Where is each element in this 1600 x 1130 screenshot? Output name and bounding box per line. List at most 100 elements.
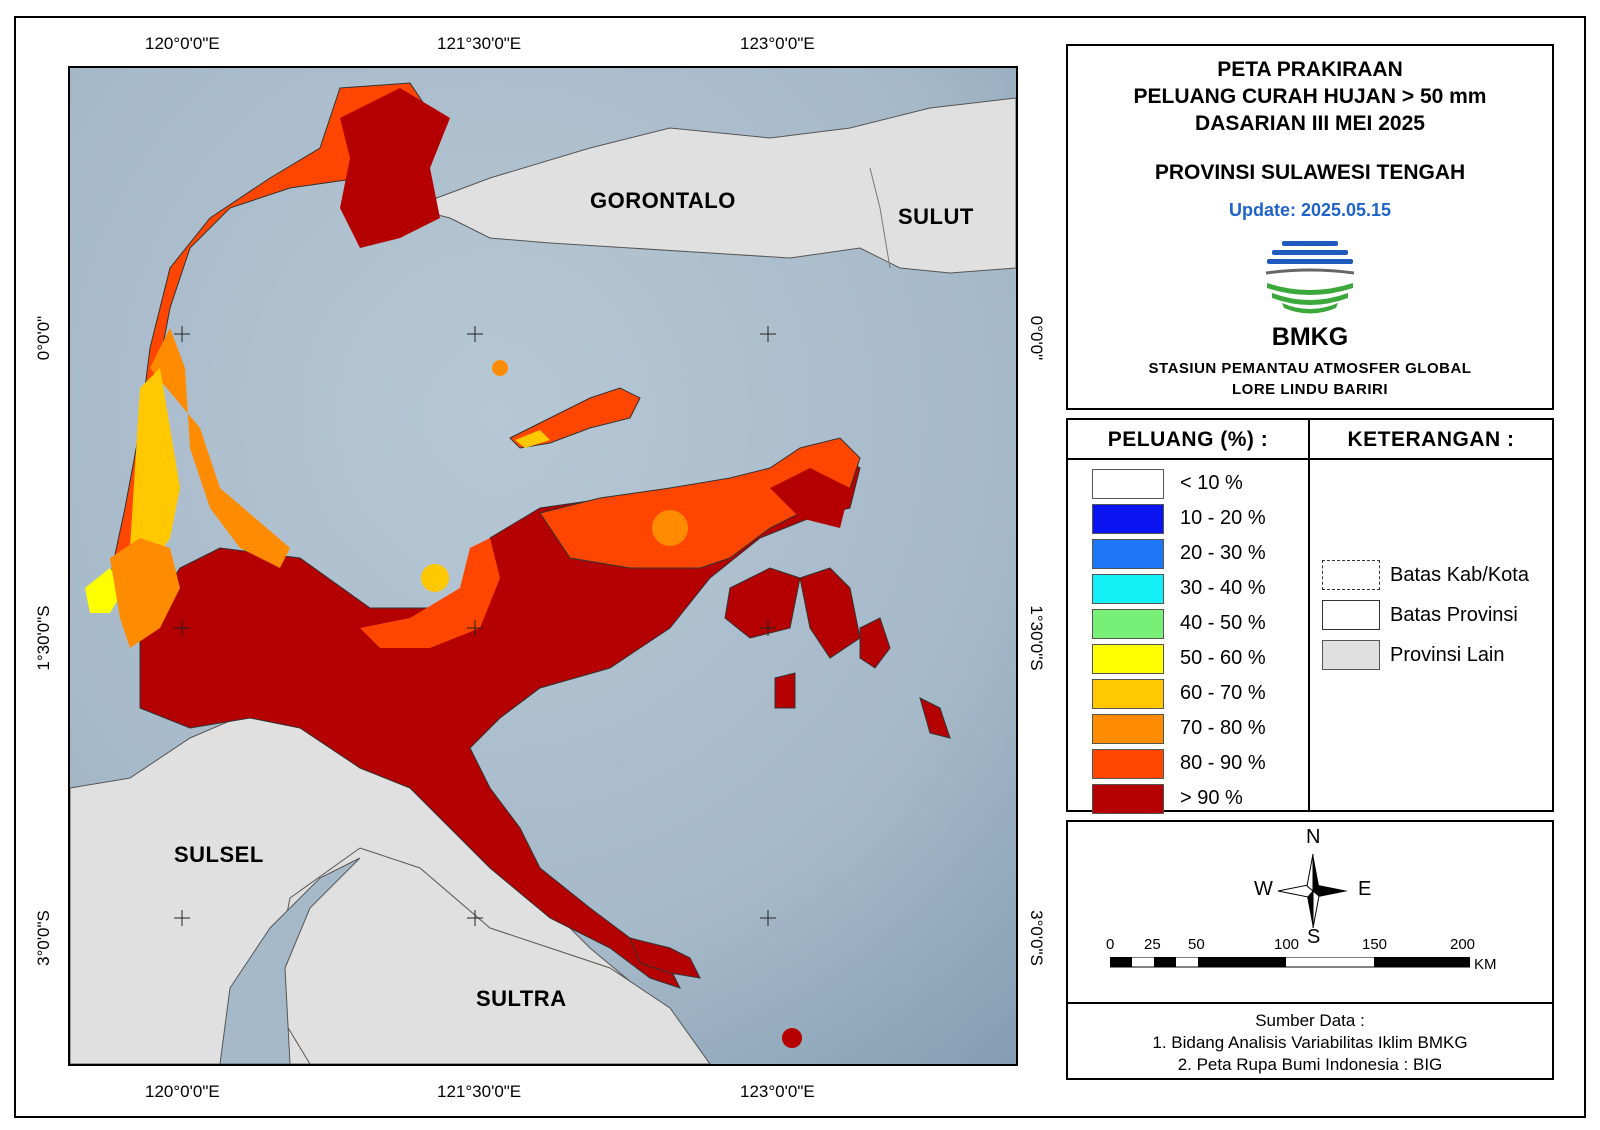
legend-label: 80 - 90 % — [1180, 752, 1266, 774]
coord-left-3: 3°0'0"S — [34, 910, 53, 966]
map-canvas — [70, 68, 1016, 1064]
station-line1: STASIUN PEMANTAU ATMOSFER GLOBAL — [1148, 360, 1472, 377]
coord-right-3: 3°0'0"S — [1027, 910, 1046, 966]
coord-right-2: 1°30'0"S — [1027, 605, 1046, 671]
sulteng-east-arm — [539, 437, 861, 569]
compass-rose-icon: N S W E — [1248, 826, 1378, 948]
east-arm-spot — [652, 510, 688, 546]
legend-label: > 90 % — [1180, 787, 1243, 809]
legend-rows: < 10 % 10 - 20 % 20 - 30 % 30 - 40 % 40 - 50… — [1092, 466, 1266, 816]
scale-tick-150: 150 — [1362, 936, 1388, 953]
banggai-island-5 — [919, 697, 951, 739]
legend-panel: PELUANG (%) : < 10 % 10 - 20 % 20 - 30 % 30… — [1066, 418, 1554, 814]
coord-right-1: 0°0'0" — [1027, 315, 1046, 361]
label-gorontalo: GORONTALO — [590, 188, 736, 213]
scale-unit: KM — [1474, 956, 1497, 973]
map-title-line3: DASARIAN III MEI 2025 — [1195, 112, 1425, 135]
gorontalo-land — [408, 97, 1016, 274]
graticule — [174, 326, 776, 926]
legend-item: 60 - 70 % — [1092, 676, 1266, 711]
legend-swatch — [1092, 573, 1164, 604]
compass-e: E — [1358, 878, 1372, 900]
legend-swatch — [1092, 538, 1164, 569]
source-line2: 2. Peta Rupa Bumi Indonesia : BIG — [1177, 1055, 1443, 1074]
legend-provinsi-lain-label: Provinsi Lain — [1390, 643, 1505, 666]
sulut-divider — [869, 167, 891, 269]
source-line1: 1. Bidang Analisis Variabilitas Iklim BM… — [1152, 1033, 1468, 1052]
una-una-island — [492, 360, 508, 376]
legend-label: 10 - 20 % — [1180, 507, 1266, 529]
sultra-land — [269, 847, 711, 1064]
legend-item: < 10 % — [1092, 466, 1266, 501]
data-source: Sumber Data : 1. Bidang Analisis Variabi… — [1068, 1002, 1552, 1076]
legend-item: 30 - 40 % — [1092, 571, 1266, 606]
legend-batas-provinsi-label: Batas Provinsi — [1390, 603, 1518, 626]
coord-top-2: 121°30'0"E — [437, 34, 522, 53]
banggai-island-1 — [724, 567, 801, 639]
scale-tick-200: 200 — [1450, 936, 1476, 953]
compass-w: W — [1254, 878, 1273, 900]
station-line2: LORE LINDU BARIRI — [1232, 381, 1388, 398]
compass-n: N — [1306, 826, 1321, 848]
page-frame — [14, 16, 1586, 1118]
compass-s: S — [1307, 926, 1321, 948]
province-name: PROVINSI SULAWESI TENGAH — [1154, 161, 1466, 184]
bone-bay — [219, 857, 361, 1064]
legend-swatch — [1092, 713, 1164, 744]
sulteng-north-arm-dark — [340, 88, 450, 248]
coord-top-1: 120°0'0"E — [145, 34, 220, 53]
label-sulsel: SULSEL — [174, 842, 264, 867]
legend-batas-provinsi: Batas Provinsi — [1322, 600, 1518, 630]
legend-item: 80 - 90 % — [1092, 746, 1266, 781]
sulteng-southeast-tail — [629, 937, 701, 979]
legend-provinsi-lain: Provinsi Lain — [1322, 640, 1505, 670]
legend-swatch — [1092, 608, 1164, 639]
update-date: Update: 2025.05.15 — [1228, 200, 1392, 220]
legend-item: 40 - 50 % — [1092, 606, 1266, 641]
map-title-line1: PETA PRAKIRAAN — [1217, 58, 1403, 81]
label-sulut: SULUT — [898, 204, 974, 229]
legend-swatch — [1092, 678, 1164, 709]
coord-left-2: 1°30'0"S — [34, 605, 53, 671]
scale-tick-0: 0 — [1106, 936, 1115, 953]
legend-label: < 10 % — [1180, 472, 1243, 494]
grey-province-swatch — [1322, 640, 1380, 670]
agency-name: BMKG — [1271, 323, 1349, 351]
east-arm-tip-dark — [770, 468, 850, 528]
legend-swatch — [1092, 748, 1164, 779]
probability-legend: PELUANG (%) : < 10 % 10 - 20 % 20 - 30 % 30… — [1068, 420, 1310, 814]
legend-label: 60 - 70 % — [1180, 682, 1266, 704]
legend-item: 70 - 80 % — [1092, 711, 1266, 746]
banggai-island-4 — [774, 672, 796, 709]
legend-item: 20 - 30 % — [1092, 536, 1266, 571]
solid-boundary-swatch — [1322, 600, 1380, 630]
west-coast-west-orange — [110, 538, 180, 648]
legend-swatch — [1092, 468, 1164, 499]
legend-swatch — [1092, 643, 1164, 674]
menui-island — [782, 1028, 802, 1048]
coord-left-1: 0°0'0" — [34, 315, 53, 361]
legend-label: 70 - 80 % — [1180, 717, 1266, 739]
keterangan-heading: KETERANGAN : — [1310, 420, 1552, 460]
tomini-amber-spot — [421, 564, 449, 592]
tomini-coast-orange — [360, 538, 500, 648]
west-coast-orange — [150, 328, 290, 568]
legend-label: 20 - 30 % — [1180, 542, 1266, 564]
source-heading: Sumber Data : — [1255, 1011, 1365, 1030]
label-sultra: SULTRA — [476, 986, 567, 1011]
legend-label: 40 - 50 % — [1180, 612, 1266, 634]
west-coast-amber — [130, 368, 180, 568]
forecast-map[interactable]: GORONTALO SULUT SULSEL SULTRA — [68, 66, 1018, 1066]
scale-tick-50: 50 — [1188, 936, 1205, 953]
scale-bar-graphic — [1110, 957, 1470, 968]
legend-label: 50 - 60 % — [1180, 647, 1266, 669]
legend-swatch — [1092, 503, 1164, 534]
coord-bottom-2: 121°30'0"E — [437, 1082, 522, 1101]
map-title-line2: PELUANG CURAH HUJAN > 50 mm — [1133, 85, 1487, 108]
compass-scale-panel: N S W E 0 25 50 100 150 200 KM Sumber Da… — [1066, 820, 1554, 1080]
scale-tick-25: 25 — [1144, 936, 1161, 953]
scale-tick-100: 100 — [1274, 936, 1300, 953]
legend-swatch — [1092, 783, 1164, 814]
togean-amber — [515, 430, 550, 448]
coord-bottom-3: 123°0'0"E — [740, 1082, 815, 1101]
